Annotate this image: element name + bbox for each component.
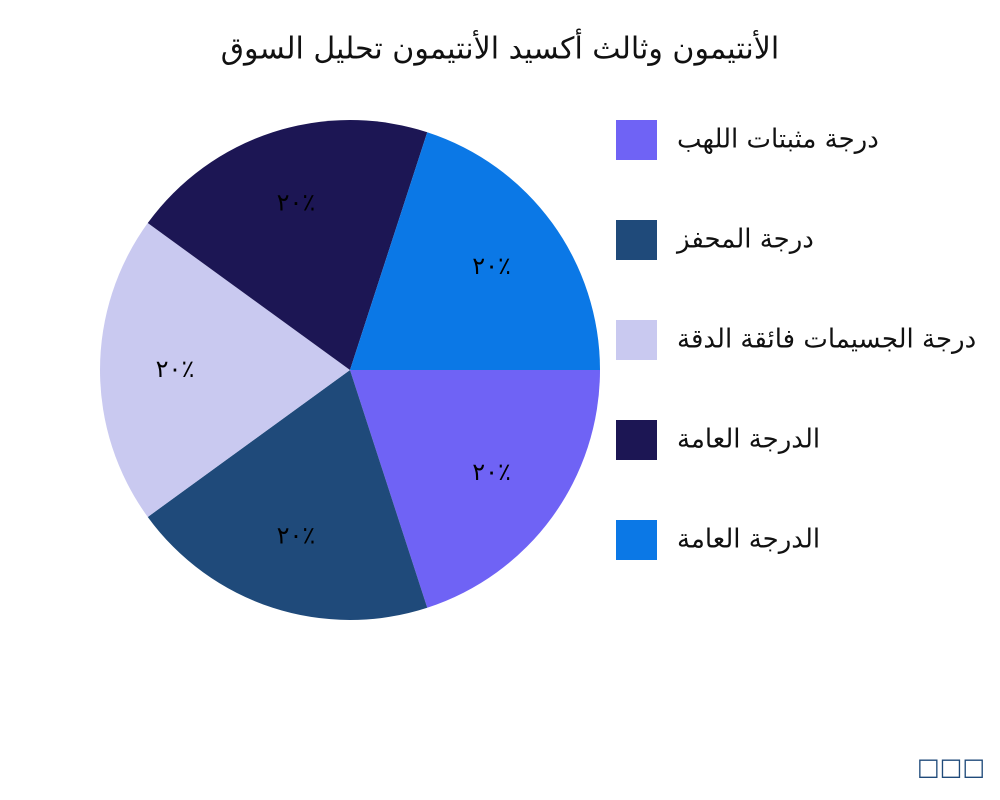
slice-label: ٢٠٪ — [472, 252, 511, 280]
legend-label: درجة الجسيمات فائقة الدقة — [677, 325, 976, 355]
slice-label: ٢٠٪ — [472, 458, 511, 486]
legend-label: درجة المحفز — [675, 225, 814, 255]
pie-slice — [147, 120, 428, 370]
legend-swatch — [616, 220, 657, 260]
legend-swatch — [616, 520, 657, 560]
legend-swatch — [616, 120, 657, 160]
slice-label: ٢٠٪ — [156, 355, 195, 383]
legend-swatch — [616, 420, 657, 460]
watermark: □□□ — [917, 753, 985, 781]
slice-label: ٢٠٪ — [277, 189, 316, 217]
chart-title: الأنتيمون وثالث أكسيد الأنتيمون تحليل ال… — [221, 28, 779, 67]
legend-swatch — [616, 320, 657, 360]
pie-slice — [100, 223, 350, 517]
slice-label: ٢٠٪ — [277, 521, 316, 549]
pie-slice — [147, 370, 428, 620]
pie-slice — [350, 370, 600, 608]
legend-label: الدرجة العامة — [677, 525, 820, 555]
legend-label: درجة مثبتات اللهب — [677, 125, 879, 155]
pie-slice — [350, 132, 600, 370]
legend-label: الدرجة العامة — [677, 425, 820, 455]
